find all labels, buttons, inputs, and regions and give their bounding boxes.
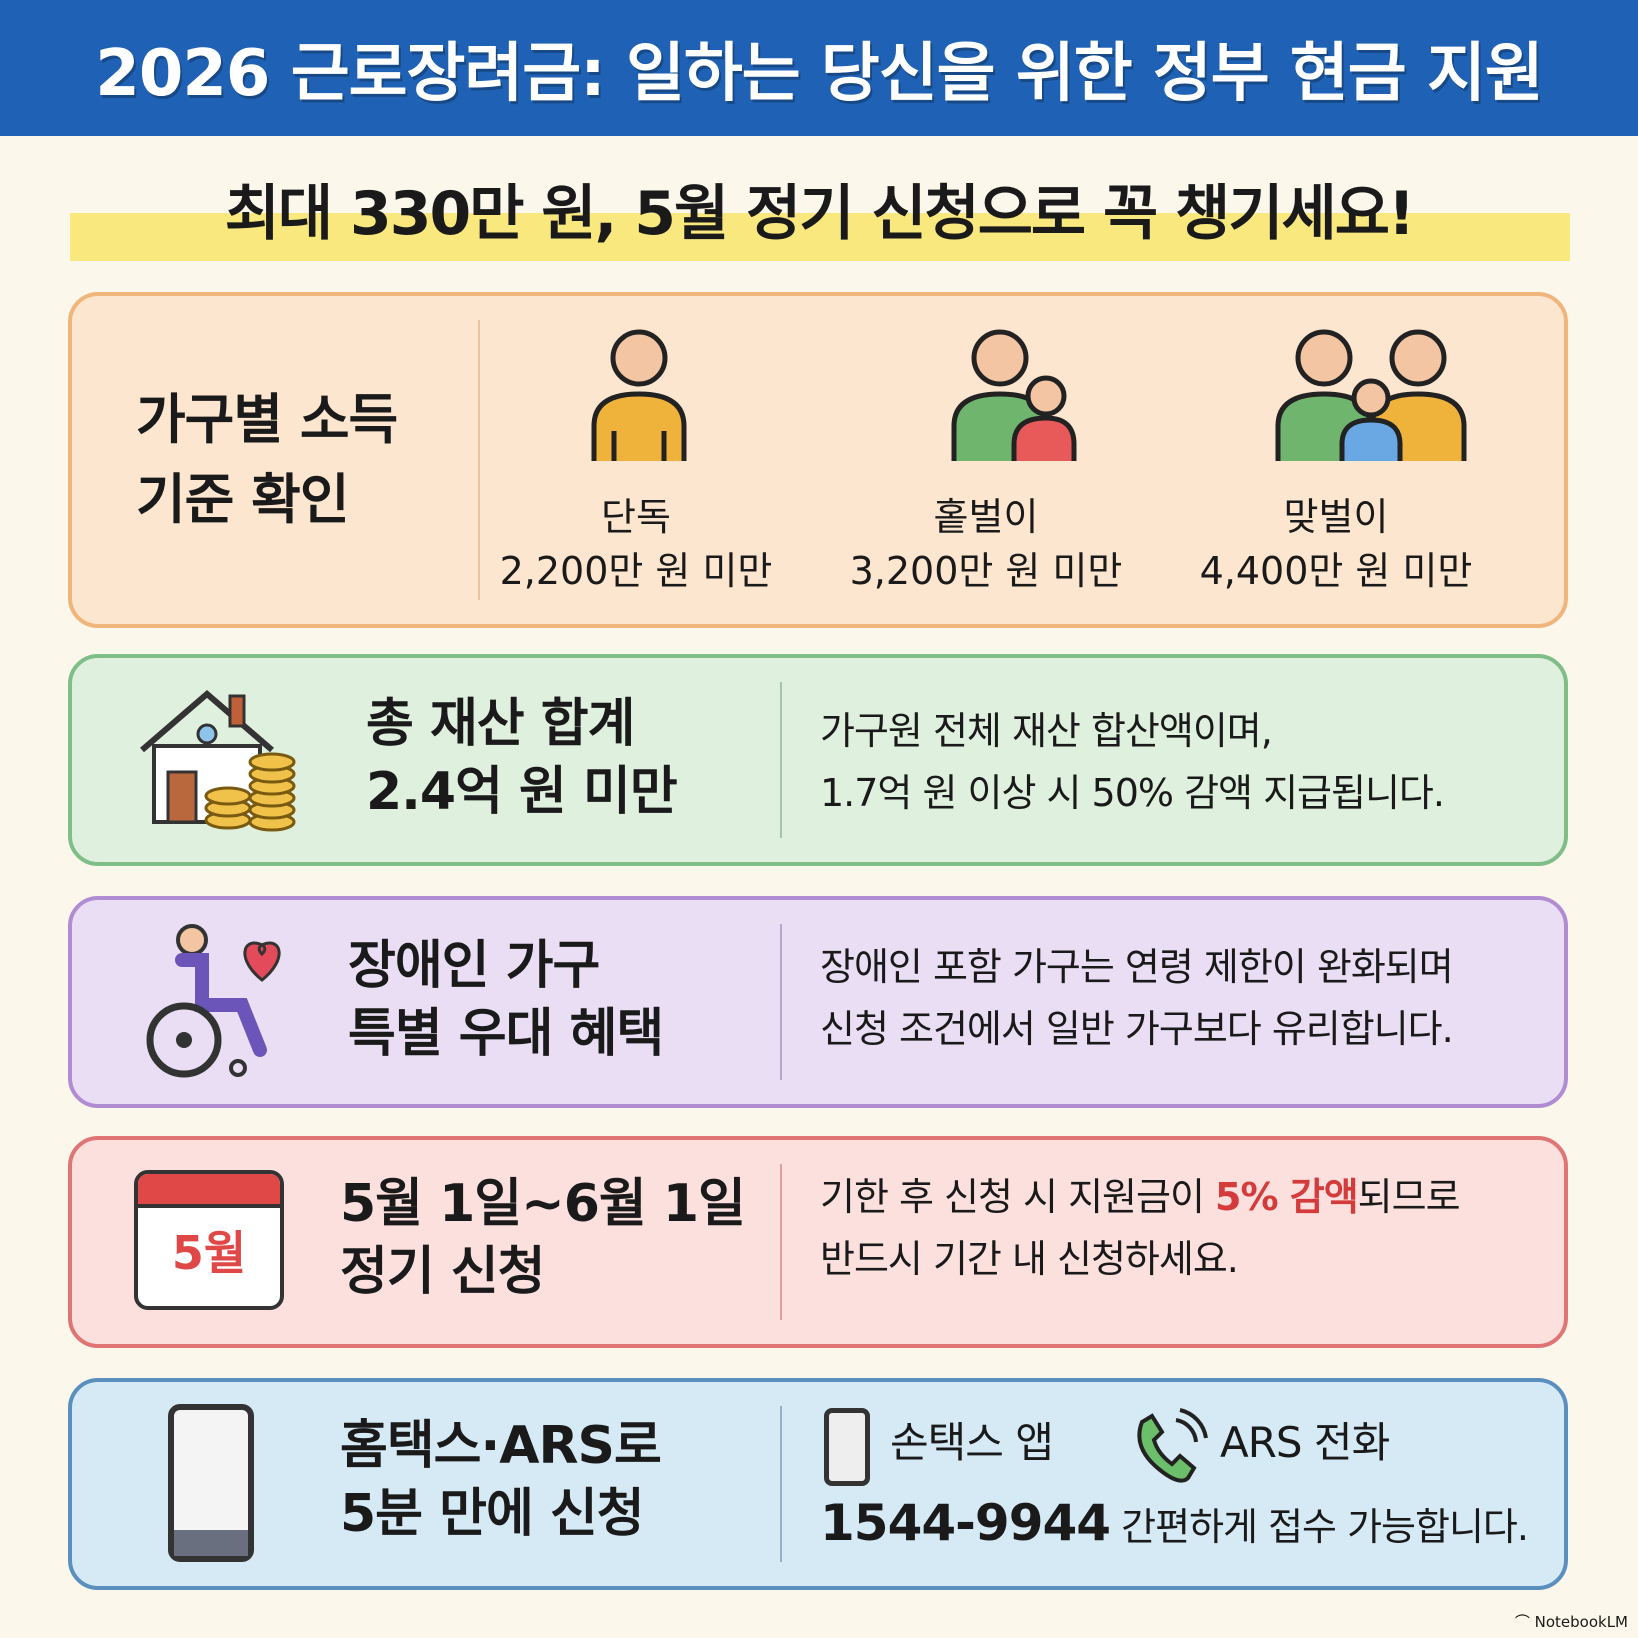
income-card: 가구별 소득 기준 확인 단독 2,200만 원 미만 홑벌이 3,200만 원 미만…	[68, 292, 1568, 628]
divider	[780, 1406, 782, 1562]
divider	[780, 682, 782, 838]
disabled-description: 장애인 포함 가구는 연령 제한이 완화되며 신청 조건에서 일반 가구보다 유리…	[820, 945, 1454, 1051]
header-banner: 2026 근로장려금: 일하는 당신을 위한 정부 현금 지원	[0, 0, 1638, 136]
subtitle: 최대 330만 원, 5월 정기 신청으로 꼭 챙기세요!	[0, 165, 1638, 261]
income-type-dual-earner: 맞벌이 4,400만 원 미만	[1199, 495, 1473, 593]
single-person-icon	[591, 329, 687, 461]
calendar-label: 5월	[171, 1226, 247, 1280]
family-icon	[1275, 329, 1467, 461]
divider	[478, 320, 480, 600]
wheelchair-heart-icon	[146, 924, 281, 1078]
income-type-single-earner: 홑벌이 3,200만 원 미만	[849, 495, 1123, 593]
phone-number: 1544-9944	[820, 1494, 1111, 1552]
calendar-icon: 5월	[134, 1170, 284, 1310]
income-title: 가구별 소득 기준 확인	[136, 388, 398, 531]
period-card: 5월 5월 1일~6월 1일 정기 신청 기한 후 신청 시 지원금이 5% 감액…	[68, 1136, 1568, 1348]
house-coins-icon	[140, 690, 296, 832]
assets-card: 총 재산 합계 2.4억 원 미만 가구원 전체 재산 합산액이며, 1.7억 원 …	[68, 654, 1568, 866]
ars-label: ARS 전화	[1220, 1418, 1390, 1467]
parent-child-icon	[951, 329, 1077, 461]
highlight-band	[70, 213, 1570, 261]
smartphone-icon	[168, 1404, 254, 1562]
page-title: 2026 근로장려금: 일하는 당신을 위한 정부 현금 지원	[95, 37, 1543, 111]
income-type-single: 단독 2,200만 원 미만	[499, 495, 773, 593]
period-description: 기한 후 신청 시 지원금이 5% 감액되므로 반드시 기간 내 신청하세요.	[820, 1175, 1461, 1281]
assets-description: 가구원 전체 재산 합산액이며, 1.7억 원 이상 시 50% 감액 지급됩니다…	[820, 709, 1445, 815]
app-label: 손택스 앱	[890, 1418, 1054, 1467]
phone-call-icon	[1137, 1408, 1208, 1483]
disabled-title: 장애인 가구 특별 우대 혜택	[348, 936, 664, 1064]
watermark: ⌒ NotebookLM	[1514, 1613, 1628, 1631]
mobile-app-icon	[824, 1408, 870, 1486]
apply-title: 홈택스·ARS로 5분 만에 신청	[340, 1416, 662, 1544]
assets-title: 총 재산 합계 2.4억 원 미만	[366, 694, 678, 822]
divider	[780, 1164, 782, 1320]
period-title: 5월 1일~6월 1일 정기 신청	[340, 1174, 746, 1302]
divider	[780, 924, 782, 1080]
phone-line: 1544-9944 간편하게 접수 가능합니다.	[820, 1494, 1529, 1552]
apply-card: 홈택스·ARS로 5분 만에 신청 손택스 앱 ARS 전화 1544-9944 …	[68, 1378, 1568, 1590]
disabled-card: 장애인 가구 특별 우대 혜택 장애인 포함 가구는 연령 제한이 완화되며 신청 …	[68, 896, 1568, 1108]
subtitle-text: 최대 330만 원, 5월 정기 신청으로 꼭 챙기세요!	[224, 179, 1416, 249]
